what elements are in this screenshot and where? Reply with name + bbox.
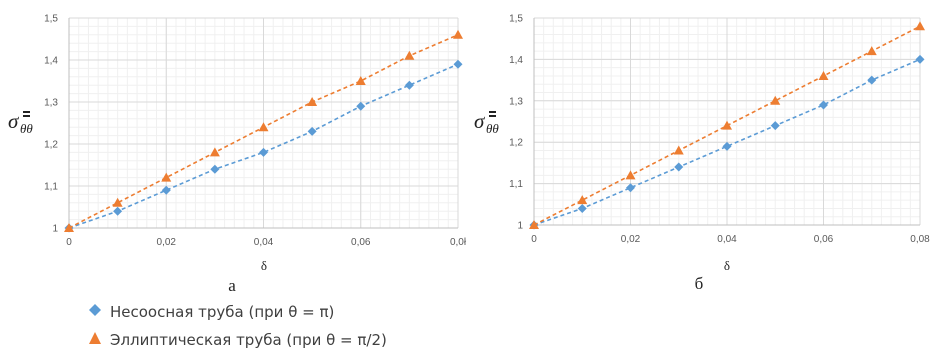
data-point-misaligned-pipe — [210, 164, 220, 174]
legend-item-elliptic-pipe: Эллиптическая труба (при θ = π/2) — [88, 326, 387, 354]
x-tick-label: 0,06 — [814, 234, 834, 245]
y-axis-label-bar — [23, 111, 30, 113]
panel-label: а — [228, 276, 236, 295]
x-tick-label: 0,06 — [351, 237, 371, 248]
data-point-elliptic-pipe — [866, 46, 877, 56]
data-point-elliptic-pipe — [915, 21, 925, 31]
data-point-misaligned-pipe — [915, 54, 925, 64]
data-point-elliptic-pipe — [404, 50, 415, 60]
x-tick-label: 0,02 — [621, 234, 641, 245]
data-point-misaligned-pipe — [356, 101, 366, 111]
x-tick-label: 0,04 — [254, 237, 274, 248]
data-point-misaligned-pipe — [577, 203, 587, 213]
y-axis-label: σ — [8, 109, 20, 133]
y-axis-label: σ — [474, 109, 486, 133]
y-axis-label-bar — [489, 115, 496, 117]
chart-panel-2: 0 0,02 0,04 0,06 0,08 1 1,1 1,2 1,3 1,4 1,5 δ σ θθ б — [474, 14, 930, 294]
data-point-elliptic-pipe — [355, 76, 366, 85]
y-tick-label: 1,2 — [509, 138, 523, 149]
data-point-elliptic-pipe — [722, 120, 732, 130]
data-point-elliptic-pipe — [673, 145, 684, 155]
data-point-elliptic-pipe — [209, 147, 220, 157]
data-point-misaligned-pipe — [674, 162, 684, 172]
data-point-misaligned-pipe — [819, 100, 828, 110]
series-line-misaligned-pipe — [68, 63, 459, 229]
legend: Несоосная труба (при θ = π) Эллиптическа… — [88, 298, 387, 354]
y-tick-label: 1 — [517, 221, 523, 232]
data-point-misaligned-pipe — [453, 59, 463, 69]
data-point-elliptic-pipe — [112, 197, 123, 207]
x-tick-label: 0 — [531, 234, 537, 245]
x-tick-label: 0,0ł — [450, 237, 467, 248]
data-point-elliptic-pipe — [161, 172, 172, 182]
data-point-elliptic-pipe — [453, 29, 463, 39]
y-tick-label: 1,2 — [44, 140, 58, 151]
data-point-elliptic-pipe — [64, 223, 74, 232]
legend-label-elliptic-pipe: Эллиптическая труба (при θ = π/2) — [110, 331, 387, 349]
y-tick-label: 1,1 — [44, 182, 58, 193]
blue-diamond-icon — [88, 303, 104, 321]
data-point-misaligned-pipe — [404, 80, 414, 90]
y-axis-label-subscript: θθ — [486, 121, 499, 136]
x-tick-label: 0 — [66, 237, 72, 248]
panel-label: б — [695, 274, 704, 293]
y-tick-label: 1,3 — [44, 98, 58, 109]
data-point-elliptic-pipe — [307, 97, 318, 106]
y-axis-label-subscript: θθ — [20, 121, 33, 136]
x-tick-label: 0,04 — [717, 234, 737, 245]
data-point-misaligned-pipe — [770, 121, 780, 131]
data-point-elliptic-pipe — [770, 95, 781, 105]
y-axis-label-bar — [489, 111, 496, 113]
x-tick-label: 0,02 — [157, 237, 177, 248]
data-point-elliptic-pipe — [258, 122, 269, 132]
data-point-misaligned-pipe — [626, 183, 635, 193]
data-point-misaligned-pipe — [307, 126, 317, 136]
orange-triangle-icon — [88, 331, 104, 349]
y-tick-label: 1,5 — [509, 14, 523, 25]
y-tick-label: 1,4 — [509, 55, 523, 66]
data-point-elliptic-pipe — [625, 170, 636, 180]
data-point-elliptic-pipe — [529, 220, 539, 229]
legend-label-misaligned-pipe: Несоосная труба (при θ = π) — [110, 303, 335, 321]
data-point-misaligned-pipe — [259, 147, 268, 157]
x-axis-label: δ — [724, 258, 730, 273]
y-tick-label: 1,5 — [44, 14, 58, 25]
data-point-elliptic-pipe — [818, 70, 829, 80]
chart-panel-1: 0 0,02 0,04 0,06 0,0ł 1 1,1 1,2 1,3 1,4 1,5 δ σ θθ а — [8, 14, 467, 296]
data-point-misaligned-pipe — [722, 141, 732, 151]
y-tick-label: 1,1 — [509, 179, 523, 190]
data-point-misaligned-pipe — [113, 206, 123, 216]
data-point-elliptic-pipe — [577, 195, 588, 205]
legend-item-misaligned-pipe: Несоосная труба (при θ = π) — [88, 298, 387, 326]
data-point-misaligned-pipe — [161, 185, 171, 195]
y-axis-label-bar — [23, 115, 30, 117]
x-axis-label: δ — [261, 258, 267, 273]
y-tick-label: 1 — [52, 224, 58, 235]
y-tick-label: 1,3 — [509, 96, 523, 107]
y-tick-label: 1,4 — [44, 56, 58, 67]
x-tick-label: 0,08 — [910, 234, 930, 245]
data-point-misaligned-pipe — [867, 75, 877, 85]
